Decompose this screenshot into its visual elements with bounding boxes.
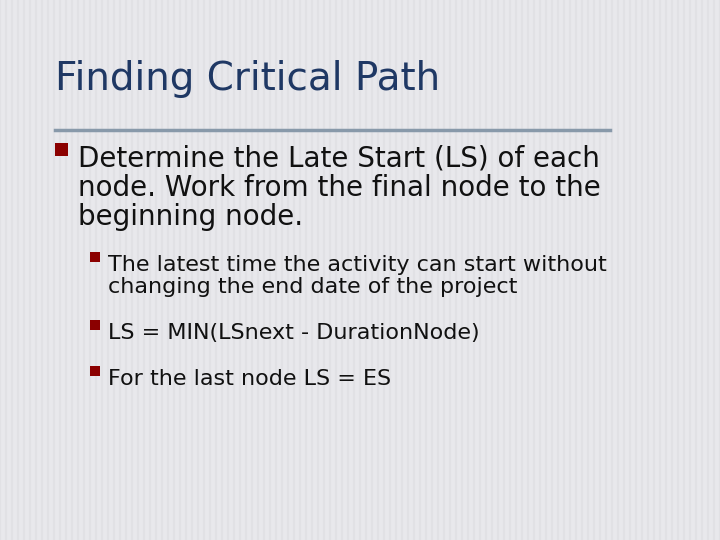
Bar — [90, 320, 100, 330]
Text: The latest time the activity can start without: The latest time the activity can start w… — [108, 255, 607, 275]
Text: changing the end date of the project: changing the end date of the project — [108, 277, 518, 297]
Text: node. Work from the final node to the: node. Work from the final node to the — [78, 174, 600, 202]
Text: For the last node LS = ES: For the last node LS = ES — [108, 369, 391, 389]
Bar — [55, 143, 68, 156]
Text: beginning node.: beginning node. — [78, 203, 303, 231]
Bar — [90, 252, 100, 262]
Text: Finding Critical Path: Finding Critical Path — [55, 60, 440, 98]
Text: LS = MIN(LSnext - DurationNode): LS = MIN(LSnext - DurationNode) — [108, 323, 480, 343]
Text: Determine the Late Start (LS) of each: Determine the Late Start (LS) of each — [78, 145, 600, 173]
Bar — [90, 366, 100, 376]
